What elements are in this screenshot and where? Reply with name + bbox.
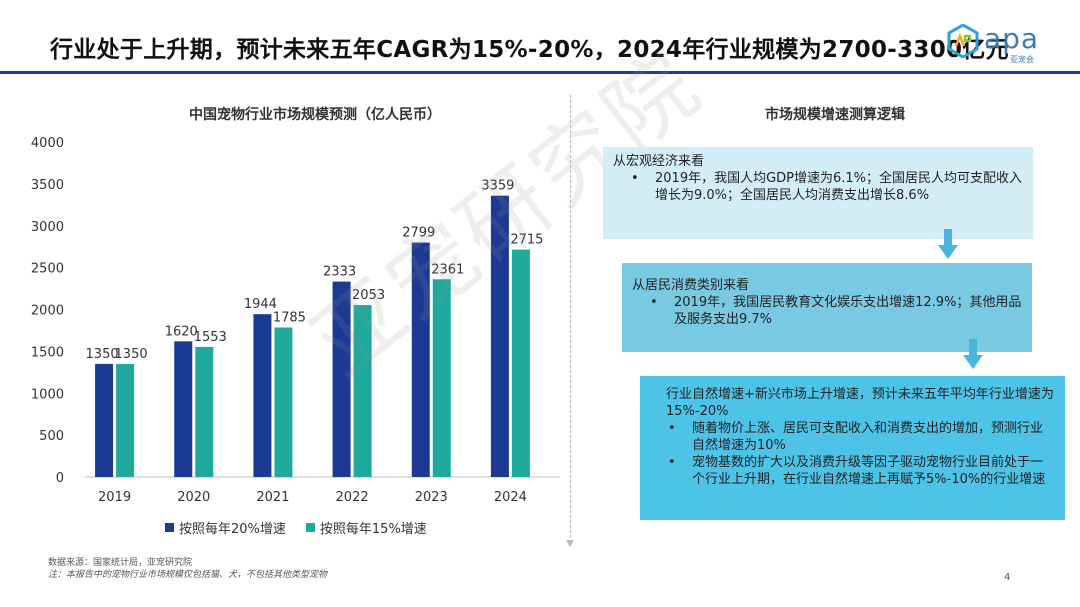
x-tick-label: 2022 xyxy=(336,490,369,505)
y-tick-label: 4000 xyxy=(31,136,64,151)
chart-title: 中国宠物行业市场规模预测（亿人民币） xyxy=(189,107,441,123)
x-tick-label: 2021 xyxy=(256,490,289,505)
x-tick-label: 2024 xyxy=(494,490,527,505)
y-tick-label: 3500 xyxy=(31,178,64,193)
page-number: 4 xyxy=(1004,572,1011,583)
y-tick-label: 1500 xyxy=(31,345,64,360)
bar-20pct-2022 xyxy=(332,281,351,477)
data-label-20pct-2019: 1350 xyxy=(86,347,119,362)
industry-growth-heading: 行业自然增速+新兴市场上升增速，预计未来五年平均年行业增速为15%-20% xyxy=(666,387,1054,419)
data-label-20pct-2021: 1944 xyxy=(244,297,277,312)
apa-logo-sub: 亚宠会 xyxy=(1010,55,1034,64)
data-label-15pct-2021: 1785 xyxy=(273,311,306,326)
bar-15pct-2022 xyxy=(353,305,372,477)
legend-label-20pct: 按照每年20%增速 xyxy=(179,522,286,537)
data-label-15pct-2019: 1350 xyxy=(115,347,148,362)
industry-growth-bullet-upgrade: 宠物基数的扩大以及消费升级等因子驱动宠物行业目前处于一个行业上升期，在行业自然增… xyxy=(668,454,1055,488)
bar-15pct-2021 xyxy=(274,327,293,477)
apa-logo: apa 亚宠会 xyxy=(946,22,1056,64)
macro-economy-box: 从宏观经济来看 2019年，我国人均GDP增速为6.1%；全国居民人均可支配收入… xyxy=(603,147,1033,239)
data-label-15pct-2023: 2361 xyxy=(431,262,464,277)
logic-title: 市场规模增速测算逻辑 xyxy=(765,107,905,123)
data-label-15pct-2022: 2053 xyxy=(352,288,385,303)
legend-swatch-20pct xyxy=(165,523,174,532)
industry-growth-bullet-natural: 随着物价上涨、居民可支配收入和消费支出的增加，预测行业自然增速为10% xyxy=(668,420,1055,454)
bar-20pct-2021 xyxy=(253,314,272,477)
data-label-20pct-2023: 2799 xyxy=(402,226,435,241)
x-tick-label: 2019 xyxy=(98,490,131,505)
consumption-category-box: 从居民消费类别来看 2019年，我国居民教育文化娱乐支出增速12.9%；其他用品… xyxy=(622,263,1032,352)
y-tick-label: 2000 xyxy=(31,304,64,319)
y-tick-label: 1000 xyxy=(31,387,64,402)
data-label-15pct-2024: 2715 xyxy=(510,233,543,248)
data-label-20pct-2024: 3359 xyxy=(481,179,514,194)
consumption-category-bullet: 2019年，我国居民教育文化娱乐支出增速12.9%；其他用品及服务支出9.7% xyxy=(650,294,1022,328)
slide-title: 行业处于上升期，预计未来五年CAGR为15%-20%，2024年行业规模为270… xyxy=(50,37,1009,63)
data-label-20pct-2022: 2333 xyxy=(323,265,356,280)
legend-item-20pct: 按照每年20%增速 xyxy=(165,518,286,537)
legend-label-15pct: 按照每年15%增速 xyxy=(319,522,427,537)
bar-15pct-2019 xyxy=(116,363,135,477)
legend-swatch-15pct xyxy=(305,523,315,532)
macro-economy-bullet: 2019年，我国人均GDP增速为6.1%；全国居民人均可支配收入增长为9.0%；… xyxy=(631,170,1023,204)
source-note: 数据来源：国家统计局，亚宠研究院 注：本报告中的宠物行业市场规模仅包括猫、犬，不… xyxy=(48,557,327,581)
source-line: 数据来源：国家统计局，亚宠研究院 xyxy=(48,558,193,568)
y-tick-label: 500 xyxy=(39,429,64,444)
bar-20pct-2020 xyxy=(174,341,193,477)
scope-note: 注：本报告中的宠物行业市场规模仅包括猫、犬，不包括其他类型宠物 xyxy=(48,570,328,580)
apa-logo-mark-icon xyxy=(947,24,979,58)
bar-15pct-2023 xyxy=(432,279,451,477)
chart-legend: 按照每年20%增速 按照每年15%增速 xyxy=(165,518,427,537)
legend-item-15pct: 按照每年15%增速 xyxy=(305,518,427,537)
data-label-20pct-2020: 1620 xyxy=(165,324,198,339)
bar-20pct-2023 xyxy=(411,242,430,477)
market-size-bar-chart: 0 500 1000 1500 2000 2500 3000 3500 4000 13501350… xyxy=(31,136,560,505)
x-tick-label: 2020 xyxy=(177,490,210,505)
macro-economy-heading: 从宏观经济来看 xyxy=(613,154,705,169)
bar-20pct-2019 xyxy=(95,363,114,477)
divider-arrow-icon xyxy=(566,540,574,547)
y-tick-label: 2500 xyxy=(31,262,64,277)
bar-20pct-2024 xyxy=(490,195,509,477)
title-rule xyxy=(0,71,1080,74)
industry-growth-box: 行业自然增速+新兴市场上升增速，预计未来五年平均年行业增速为15%-20% 随着… xyxy=(640,376,1065,520)
data-label-15pct-2020: 1553 xyxy=(194,330,227,345)
y-tick-label: 0 xyxy=(56,471,64,486)
bar-15pct-2020 xyxy=(195,346,214,477)
consumption-category-heading: 从居民消费类别来看 xyxy=(632,278,750,293)
bar-15pct-2024 xyxy=(511,249,530,477)
y-tick-label: 3000 xyxy=(31,220,64,235)
down-arrow-icon xyxy=(963,339,983,369)
apa-logo-text: apa xyxy=(984,22,1040,55)
section-divider xyxy=(570,95,571,543)
x-tick-label: 2023 xyxy=(415,490,448,505)
down-arrow-icon xyxy=(938,229,958,259)
